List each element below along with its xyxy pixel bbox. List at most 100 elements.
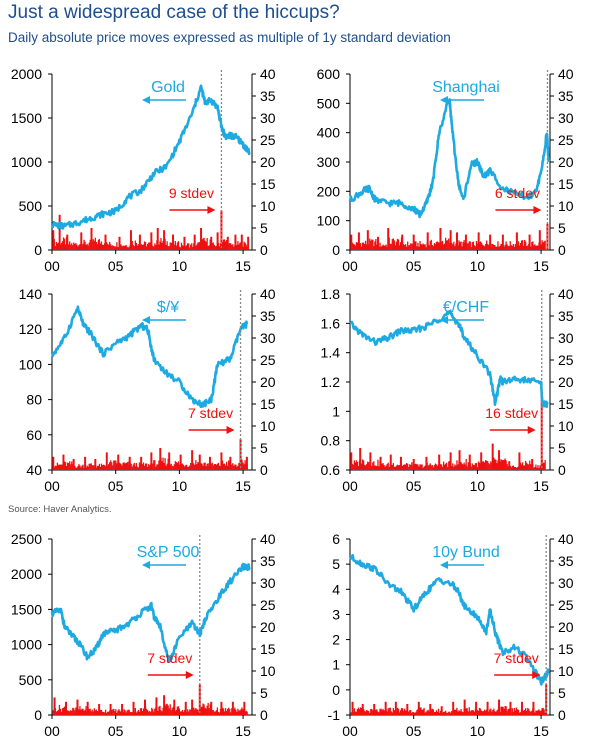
chf-right-tick-label: 35 [558,308,574,324]
10y-bund-x-tick-label: 15 [533,723,549,739]
10y-bund-right-tick-label: 5 [558,685,566,701]
chf-x-tick-label: 15 [533,478,549,494]
gold-right-tick-label: 20 [260,154,276,170]
s-p-500-x-tick-label: 05 [108,723,124,739]
chf-right-tick-label: 15 [558,396,574,412]
10y-bund-right-tick-label: 40 [558,531,574,547]
page-title: Just a widespread case of the hiccups? [8,2,340,23]
s-p-500-right-tick-label: 35 [260,553,276,569]
s-p-500-right-tick-label: 25 [260,597,276,613]
source-note: Source: Haver Analytics. [8,504,112,515]
gold-left-tick-label: 0 [34,242,42,258]
gold-x-tick-label: 15 [235,258,251,274]
shanghai-left-tick-label: 0 [332,242,340,258]
shanghai-right-tick-label: 25 [558,132,574,148]
10y-bund-right-tick-label: 10 [558,663,574,679]
gold-x-tick-label: 05 [108,258,124,274]
10y-bund-stdev-label: 7 stdev [494,650,539,666]
gold-right-tick-label: 35 [260,88,276,104]
10y-bund-left-tick-label: 5 [332,556,340,572]
shanghai-stdev-label: 6 stdev [495,185,540,201]
shanghai-x-tick-label: 05 [406,258,422,274]
10y-bund-left-tick-label: -1 [328,707,341,723]
shanghai-left-tick-label: 400 [317,125,341,141]
s-p-500-x-tick-label: 15 [235,723,251,739]
shanghai-x-tick-label: 15 [533,258,549,274]
10y-bund-left-tick-label: 4 [332,581,340,597]
chf-stdev-arrow-head [527,426,536,434]
s-p-500-x-tick-label: 10 [172,723,188,739]
series-left-tick-label: 80 [26,392,42,408]
series-x-tick-label: 10 [172,478,188,494]
gold-left-tick-label: 500 [19,198,43,214]
shanghai-series-label: Shanghai [432,79,500,96]
gold-right-tick-label: 25 [260,132,276,148]
s-p-500-right-tick-label: 5 [260,685,268,701]
chf-x-tick-label: 10 [470,478,486,494]
chf-left-tick-label: 1.8 [321,286,341,302]
chf-right-tick-label: 10 [558,418,574,434]
series-right-tick-label: 10 [260,418,276,434]
gold-x-tick-label: 10 [172,258,188,274]
chf-left-tick-label: 1.4 [321,345,341,361]
shanghai-right-tick-label: 15 [558,176,574,192]
chf-right-tick-label: 0 [558,462,566,478]
s-p-500-stdev-arrow-head [185,671,194,679]
s-p-500-right-tick-label: 0 [260,707,268,723]
s-p-500-series-label: S&P 500 [137,544,200,561]
series-left-tick-label: 120 [19,321,43,337]
chf-left-tick-label: 0.6 [321,462,341,478]
s-p-500-right-tick-label: 15 [260,641,276,657]
chf-axis-arrow-head [440,316,448,324]
chf-left-tick-label: 1 [332,403,340,419]
series-stdev-label: 7 stdev [188,405,233,421]
shanghai-right-tick-label: 20 [558,154,574,170]
10y-bund-right-tick-label: 35 [558,553,574,569]
gold-left-tick-label: 1500 [11,110,42,126]
10y-bund-right-tick-label: 30 [558,575,574,591]
10y-bund-right-tick-label: 20 [558,619,574,635]
10y-bund-right-tick-label: 15 [558,641,574,657]
10y-bund-x-tick-label: 10 [470,723,486,739]
shanghai-right-tick-label: 35 [558,88,574,104]
s-p-500-left-tick-label: 0 [34,707,42,723]
s-p-500-left-tick-label: 1500 [11,601,42,617]
series-stdev-arrow-head [226,426,235,434]
10y-bund-price-line [348,553,550,686]
series-x-tick-label: 15 [235,478,251,494]
s-p-500-left-tick-label: 500 [19,672,43,688]
shanghai-right-tick-label: 30 [558,110,574,126]
series-right-tick-label: 20 [260,374,276,390]
gold-right-tick-label: 15 [260,176,276,192]
10y-bund-left-tick-label: 3 [332,606,340,622]
gold-right-tick-label: 5 [260,220,268,236]
chf-stdev-label: 16 stdev [485,405,538,421]
shanghai-right-tick-label: 10 [558,198,574,214]
gold-left-tick-label: 1000 [11,154,42,170]
gold-right-tick-label: 10 [260,198,276,214]
series-right-tick-label: 40 [260,286,276,302]
s-p-500-left-tick-label: 2500 [11,531,42,547]
shanghai-price-line [348,98,550,219]
chf-right-tick-label: 20 [558,374,574,390]
s-p-500-right-tick-label: 40 [260,531,276,547]
shanghai-right-tick-label: 40 [558,66,574,82]
s-p-500-right-tick-label: 30 [260,575,276,591]
chf-left-tick-label: 1.6 [321,315,341,331]
chf-right-tick-label: 30 [558,330,574,346]
shanghai-right-tick-label: 0 [558,242,566,258]
shanghai-left-tick-label: 100 [317,213,341,229]
series-x-tick-label: 05 [108,478,124,494]
10y-bund-right-tick-label: 25 [558,597,574,613]
chf-x-tick-label: 05 [406,478,422,494]
shanghai-left-tick-label: 300 [317,154,341,170]
series-left-tick-label: 100 [19,356,43,372]
gold-stdev-arrow-head [207,206,216,214]
chf-left-tick-label: 1.2 [321,374,341,390]
chf-left-tick-label: 0.8 [321,433,341,449]
s-p-500-left-tick-label: 1000 [11,637,42,653]
10y-bund-stdev-arrow-head [532,671,541,679]
